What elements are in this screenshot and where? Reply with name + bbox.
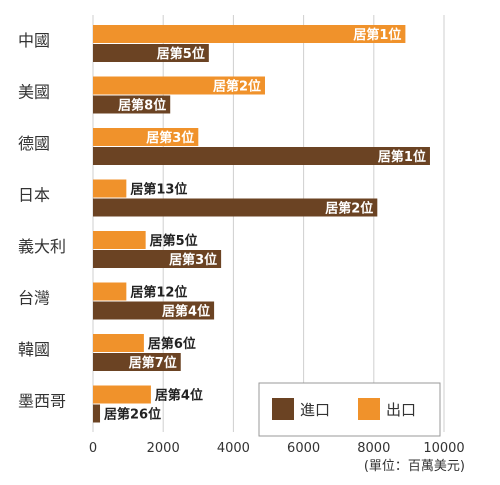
export-bar-label: 居第1位 [353,27,401,43]
import-bar [93,301,215,320]
category-label: 墨西哥 [18,392,66,411]
export-bar-label: 居第12位 [130,285,187,301]
x-tick-label: 8000 [357,441,390,456]
export-bar-label: 居第2位 [213,79,261,95]
category-label: 日本 [18,186,50,205]
export-bar-label: 居第6位 [148,336,196,352]
legend: 進口 出口 [258,382,441,437]
import-bar [93,353,181,371]
export-bar [93,128,199,146]
import-bar-label: 居第8位 [118,98,166,114]
export-bar [93,385,151,404]
x-tick-label: 6000 [287,441,320,456]
export-bar [93,179,127,198]
legend-swatch-export [358,398,380,420]
legend-swatch-import [272,398,294,420]
category-label: 韓國 [18,340,50,359]
import-bar [93,95,171,114]
x-tick-labels: 0 2000 4000 6000 8000 10000 [89,441,465,456]
export-bar-label: 居第3位 [146,130,194,146]
export-bar [93,334,144,352]
bars-group: 居第1位居第5位居第2位居第8位居第3位居第1位居第13位居第2位居第5位居第3… [93,25,430,423]
export-bar-label: 居第13位 [130,182,187,198]
category-label: 台灣 [18,289,50,308]
export-bar-label: 居第5位 [150,233,198,249]
category-label: 美國 [18,83,50,102]
x-tick-label: 4000 [217,441,250,456]
import-bar [93,404,101,423]
x-tick-label: 10000 [423,441,464,456]
export-bar [93,231,146,249]
category-label: 德國 [18,134,50,153]
import-bar [93,198,378,217]
x-tick-label: 0 [89,441,97,456]
import-bar-label: 居第1位 [378,149,426,165]
import-bar-label: 居第2位 [325,201,373,217]
import-bar [93,250,222,268]
import-bar [93,147,430,165]
import-bar-label: 居第7位 [129,355,177,371]
category-label: 義大利 [18,237,66,256]
import-bar-label: 居第4位 [162,304,210,320]
import-bar-label: 居第5位 [157,46,205,62]
export-bar-label: 居第4位 [155,388,203,404]
legend-label-import: 進口 [300,401,330,419]
x-tick-label: 2000 [147,441,180,456]
import-bar-label: 居第3位 [169,252,217,268]
export-bar [93,25,406,43]
import-bar [93,44,209,62]
import-bar-label: 居第26位 [104,407,161,423]
category-label: 中國 [18,31,50,50]
export-bar [93,76,265,95]
legend-label-export: 出口 [386,401,416,419]
export-bar [93,282,127,301]
unit-label: (單位：百萬美元) [364,459,465,474]
